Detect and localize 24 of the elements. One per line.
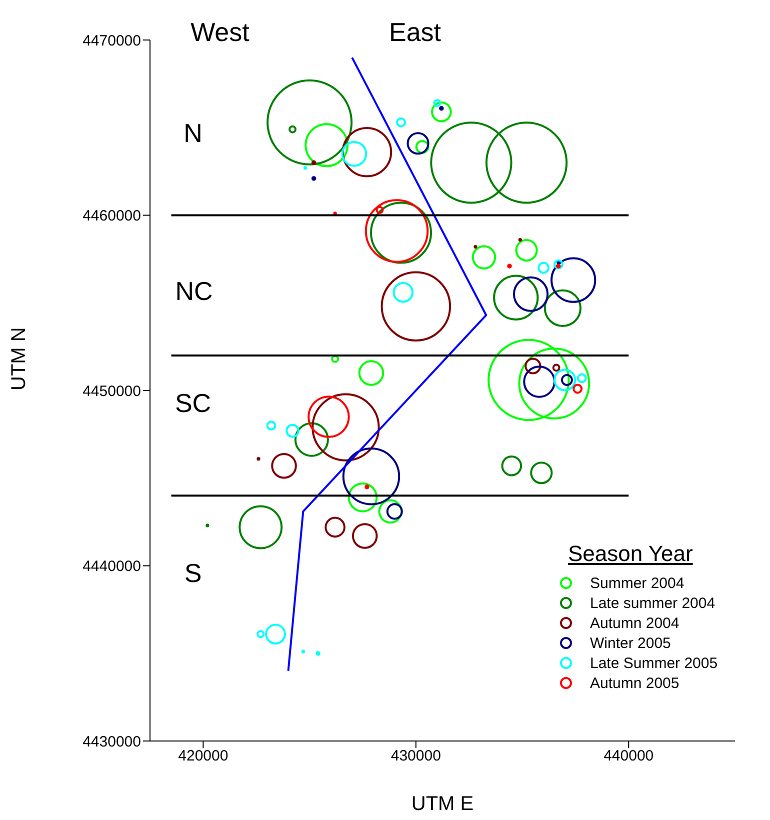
legend-label: Late Summer 2005 bbox=[590, 654, 718, 672]
x-tick-label: 430000 bbox=[390, 748, 441, 765]
legend-title: Season Year bbox=[568, 541, 694, 567]
y-axis-title: UTM N bbox=[8, 327, 30, 390]
x-tick-label: 440000 bbox=[604, 748, 654, 765]
x-tick-label: 420000 bbox=[178, 748, 228, 765]
legend-label: Winter 2005 bbox=[590, 634, 671, 652]
legend-label: Autumn 2004 bbox=[590, 614, 680, 632]
x-axis-title: UTM E bbox=[411, 793, 474, 815]
y-tick-label: 4450000 bbox=[82, 382, 141, 400]
annotation: West bbox=[190, 16, 250, 48]
y-tick-label: 4470000 bbox=[82, 32, 141, 50]
annotation: SC bbox=[174, 388, 212, 418]
y-tick-label: 4430000 bbox=[82, 733, 141, 750]
annotation: East bbox=[388, 16, 442, 48]
annotation: S bbox=[184, 558, 202, 588]
line-series bbox=[287, 56, 488, 672]
legend-label: Late summer 2004 bbox=[590, 594, 716, 612]
annotation: N bbox=[182, 117, 204, 149]
annotation: NC bbox=[174, 275, 214, 307]
legend-label: Summer 2004 bbox=[590, 574, 684, 592]
y-tick-label: 4460000 bbox=[82, 208, 141, 225]
y-tick-label: 4440000 bbox=[82, 558, 141, 576]
legend-label: Autumn 2005 bbox=[590, 674, 680, 692]
